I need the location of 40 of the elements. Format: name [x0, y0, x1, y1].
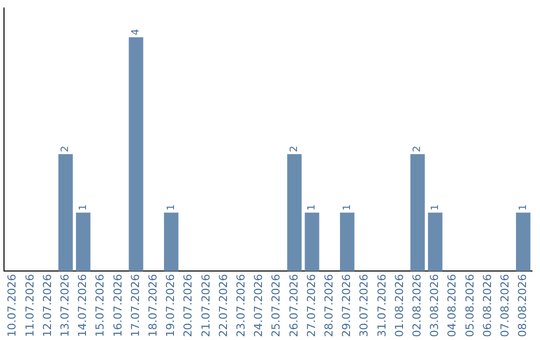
data-label: 1 — [430, 204, 441, 211]
x-tick-label: 29.07.2026 — [340, 274, 354, 338]
x-tick-label: 31.07.2026 — [375, 274, 388, 338]
x-tick-label: 12.07.2026 — [40, 274, 54, 338]
x-tick-label: 26.07.2026 — [287, 274, 300, 338]
x-tick-label: 19.07.2026 — [164, 274, 178, 338]
x-tick-label: 24.07.2026 — [252, 274, 266, 338]
x-tick-label: 22.07.2026 — [216, 274, 230, 338]
data-label: 4 — [130, 28, 142, 36]
x-tick-label: 08.08.2026 — [516, 274, 530, 338]
x-tick-label: 16.07.2026 — [111, 274, 124, 338]
data-label: 2 — [60, 146, 72, 152]
data-label: 1 — [78, 204, 89, 211]
x-tick-label: 04.08.2026 — [446, 274, 459, 338]
x-tick-label: 21.07.2026 — [199, 274, 212, 338]
x-tick-label: 20.07.2026 — [182, 274, 195, 338]
x-tick-label: 02.08.2026 — [410, 274, 424, 338]
x-tick-label: 25.07.2026 — [270, 274, 283, 338]
x-tick-label: 03.08.2026 — [428, 274, 442, 338]
x-tick-label: 01.08.2026 — [392, 274, 406, 338]
x-tick-label: 28.07.2026 — [322, 274, 336, 338]
data-label: 2 — [412, 146, 424, 152]
x-tick-label: 18.07.2026 — [146, 274, 160, 338]
data-label: 2 — [288, 146, 300, 152]
data-label: 1 — [518, 204, 529, 211]
x-tick-label: 06.08.2026 — [480, 274, 494, 338]
x-tick-label: 30.07.2026 — [358, 274, 371, 338]
x-tick-label: 10.07.2026 — [6, 274, 19, 338]
data-label: 1 — [306, 204, 318, 211]
x-tick-label: 15.07.2026 — [94, 274, 107, 338]
x-tick-label: 13.07.2026 — [58, 274, 72, 338]
data-label: 1 — [342, 204, 353, 211]
x-tick-label: 27.07.2026 — [304, 274, 318, 338]
x-tick-label: 17.07.2026 — [128, 274, 142, 338]
x-tick-label: 23.07.2026 — [234, 274, 248, 338]
x-tick-label: 05.08.2026 — [463, 274, 476, 338]
data-label: 1 — [166, 204, 177, 211]
x-tick-label: 11.07.2026 — [23, 274, 36, 338]
x-tick-label: 14.07.2026 — [76, 274, 90, 338]
x-tick-label: 07.08.2026 — [498, 274, 512, 338]
